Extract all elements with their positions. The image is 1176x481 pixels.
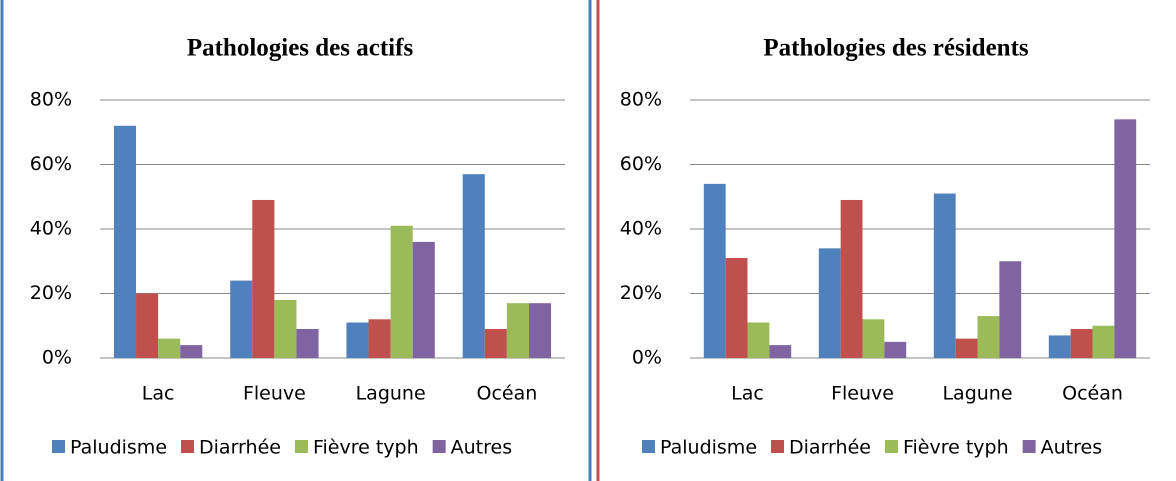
x-tick-label: Lagune [356,383,426,405]
legend-label: Paludisme [70,437,167,459]
bar [769,345,792,358]
legend-label: Diarrhée [789,437,871,459]
bar [862,319,885,358]
bar [296,328,319,358]
x-tick-label: Océan [1062,383,1123,405]
chart-title: Pathologies des résidents [763,35,1029,62]
bar [747,322,770,358]
legend-swatch [771,440,785,453]
legend-label: Fièvre typh [903,437,1009,459]
x-tick-label: Océan [476,383,537,405]
bar [180,345,203,358]
y-tick-label: 60% [620,153,662,175]
y-tick-label: 20% [30,282,72,304]
bar [274,299,297,358]
y-tick-label: 60% [30,153,72,175]
y-tick-label: 80% [620,89,662,111]
bar [252,199,275,358]
bar [484,328,507,358]
x-tick-label: Lac [142,383,175,405]
legend-swatch [1022,440,1036,453]
legend-label: Autres [1041,437,1102,459]
y-tick-label: 0% [632,347,662,369]
bar [462,174,485,358]
bar [977,316,1000,358]
bar [725,258,748,358]
legend-label: Fièvre typh [313,437,419,459]
bar [703,183,726,358]
bar [955,338,978,358]
bar [818,248,841,358]
x-tick-label: Lac [731,383,764,405]
bar [158,338,181,358]
legend-label: Diarrhée [199,437,281,459]
x-tick-label: Fleuve [831,383,894,405]
legend-swatch [181,440,195,453]
bar [528,303,552,358]
bar [506,303,529,358]
chart-title: Pathologies des actifs [187,35,414,62]
legend-swatch [884,440,898,453]
bar [1070,328,1093,358]
y-tick-label: 0% [42,347,72,369]
bar [113,125,137,358]
bar [136,293,159,358]
bar [412,241,435,358]
bar [999,261,1022,358]
y-tick-label: 40% [30,218,72,240]
legend-swatch [642,440,655,453]
bar [884,341,907,358]
bar [346,322,369,358]
bar [368,319,391,358]
legend-label: Autres [451,437,512,459]
y-tick-label: 40% [620,218,662,240]
x-tick-label: Lagune [942,383,1012,405]
legend-label: Paludisme [660,437,757,459]
y-tick-label: 80% [30,89,72,111]
legend-swatch [52,440,65,453]
bar [230,280,253,358]
y-tick-label: 20% [620,282,662,304]
bar [1114,119,1137,358]
bar [390,225,413,358]
bar [933,193,956,358]
legend-swatch [294,440,308,453]
bar [1048,335,1071,358]
legend-swatch [432,440,446,453]
bar [1092,325,1115,358]
x-tick-label: Fleuve [243,383,306,405]
bar [840,199,863,358]
